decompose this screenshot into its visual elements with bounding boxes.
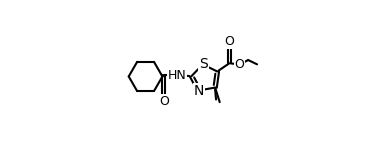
Text: O: O xyxy=(159,95,169,107)
Text: S: S xyxy=(199,57,208,71)
Text: HN: HN xyxy=(168,69,186,82)
Text: O: O xyxy=(224,35,234,48)
Text: O: O xyxy=(234,58,244,71)
Text: N: N xyxy=(194,84,204,98)
